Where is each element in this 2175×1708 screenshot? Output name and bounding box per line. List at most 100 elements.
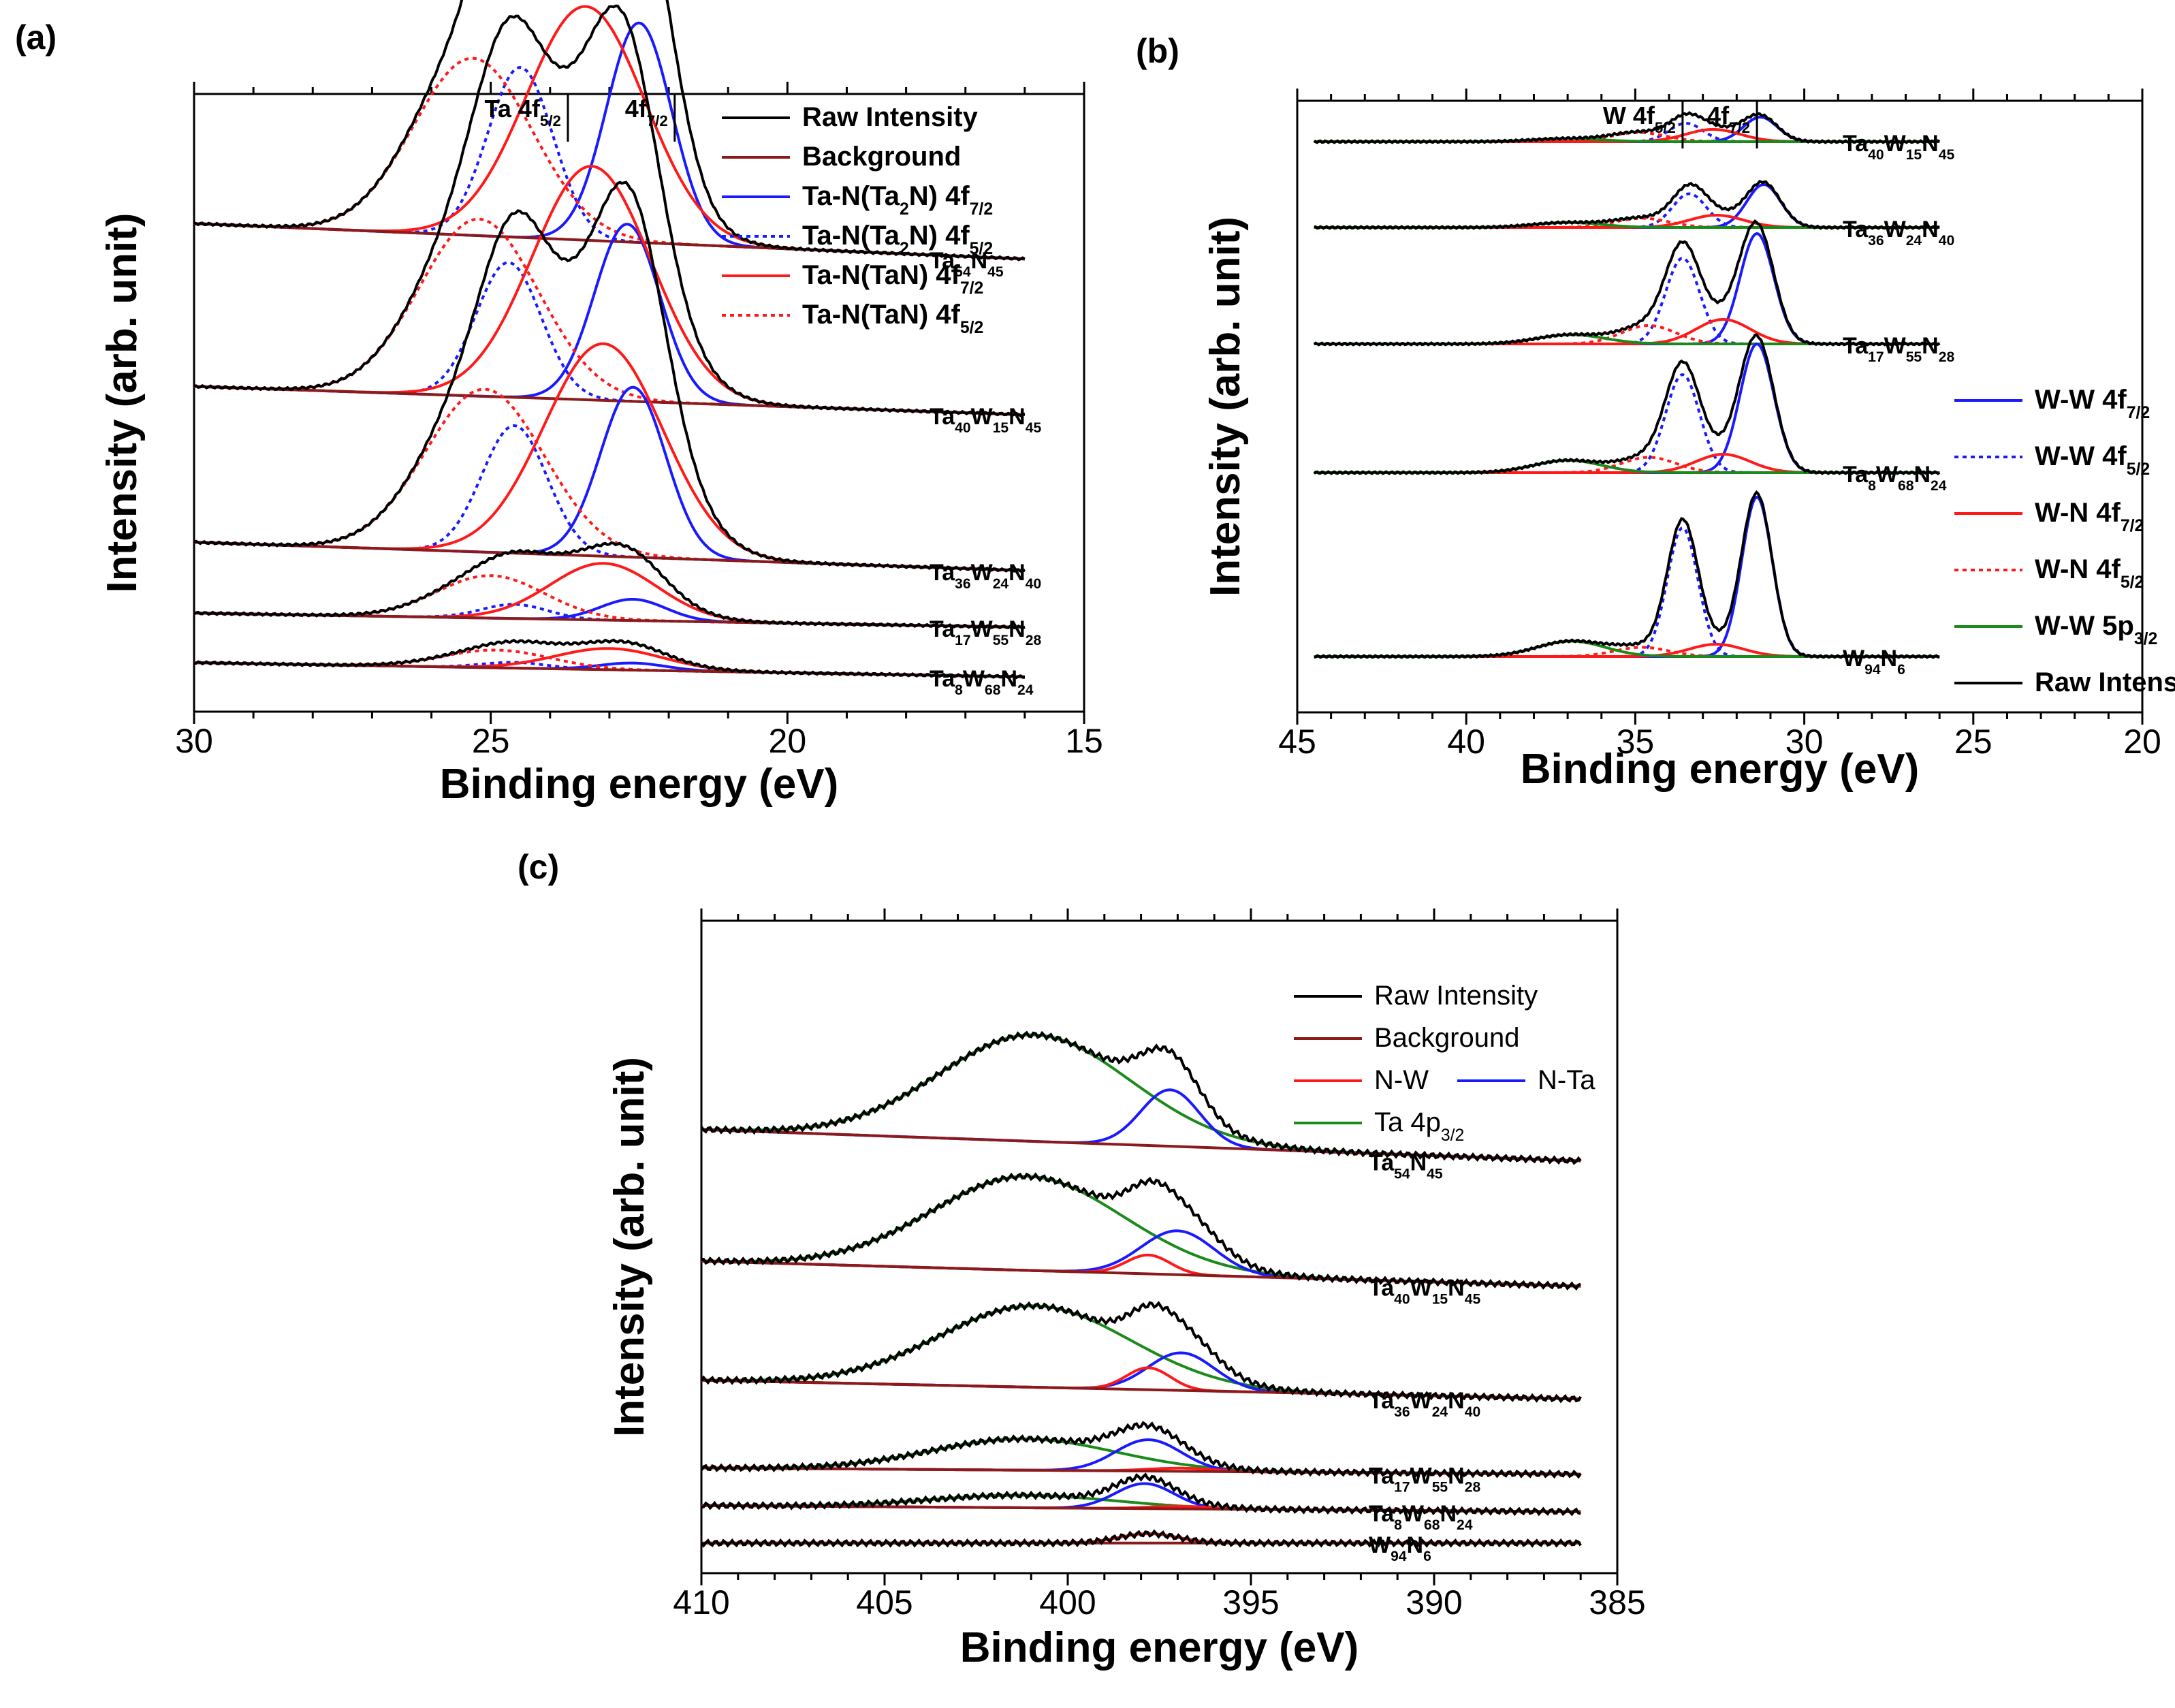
legend-label-part: N) 4f — [909, 221, 970, 251]
x-tick-label: 385 — [1589, 1583, 1645, 1622]
x-tick-label: 405 — [856, 1583, 912, 1622]
legend-label: Raw Intensity — [1374, 981, 1538, 1011]
sample-label-part: 40 — [1939, 233, 1954, 249]
sample-label-part: N — [1448, 1464, 1465, 1489]
sample-label-part: N — [1448, 1276, 1465, 1301]
legend-label: W-N 4f5/2 — [2035, 554, 2144, 592]
component-peak — [1314, 257, 1940, 345]
peak-label-part: Ta 4f — [485, 95, 541, 123]
peak-label: Ta 4f5/2 — [485, 95, 561, 129]
component-peak — [193, 342, 1025, 572]
sample-label-part: 45 — [987, 264, 1004, 280]
plot-frame — [193, 93, 1085, 713]
peak-label-part: 7/2 — [1729, 119, 1750, 136]
x-tick-label: 395 — [1222, 1583, 1279, 1622]
plot-frame — [1296, 99, 2144, 714]
panel-label-a: (a) — [15, 18, 57, 57]
sample-label-part: Ta — [930, 666, 955, 692]
sample-label-part: 68 — [1424, 1517, 1440, 1532]
sample-label-part: 94 — [1391, 1548, 1407, 1564]
sample-label-part: 17 — [955, 633, 970, 648]
sample-label-part: N — [1922, 333, 1939, 359]
sample-label-part: Ta — [1843, 217, 1869, 242]
raw-intensity-line — [1314, 180, 1940, 230]
legend-label-part: 2 — [900, 200, 909, 219]
legend-label: Ta-N(TaN) 4f7/2 — [802, 260, 983, 298]
sample-label-part: N — [1000, 666, 1017, 692]
legend-label-part: Ta-N(Ta — [802, 181, 900, 211]
sample-label-part: Ta — [1369, 1276, 1395, 1301]
raw-intensity-line — [193, 0, 1026, 262]
series-Ta8W68N24: Ta8W68N24 — [1313, 333, 1947, 494]
component-peak — [1314, 495, 1940, 658]
series-Ta36W24N40: Ta36W24N40 — [700, 1301, 1582, 1420]
legend-label: Ta-N(Ta2N) 4f5/2 — [802, 221, 993, 258]
x-tick-label: 15 — [1065, 722, 1103, 760]
sample-label-part: W — [1884, 217, 1907, 242]
sample-label-part: 24 — [993, 575, 1009, 591]
component-peak — [193, 388, 1025, 572]
legend-label-part: Raw Intensity — [802, 102, 979, 132]
legend-label-part: 3/2 — [1441, 1126, 1464, 1145]
sample-label-part: W — [1402, 1501, 1425, 1527]
sample-label: Ta8W68N24 — [1369, 1501, 1473, 1533]
component-peak — [193, 5, 1025, 261]
component-peak — [1314, 342, 1940, 474]
sample-label-part: 45 — [1427, 1166, 1443, 1182]
sample-label-part: N — [1410, 1150, 1427, 1176]
series-Ta17W55N28: Ta17W55N28 — [700, 1421, 1582, 1495]
sample-label-part: W — [963, 666, 985, 692]
sample-label-part: 54 — [1394, 1166, 1410, 1182]
component-peak — [193, 598, 1025, 629]
sample-label-part: 40 — [1026, 575, 1041, 591]
sample-label-part: Ta — [1843, 333, 1869, 359]
sample-label-part: Ta — [1843, 462, 1869, 488]
sample-label-part: N — [1009, 560, 1026, 586]
legend-label-part: 5/2 — [970, 240, 993, 258]
sample-label-part: 40 — [1394, 1291, 1410, 1307]
sample-label-part: 68 — [985, 682, 1001, 697]
component-peak — [701, 1304, 1581, 1401]
sample-label-part: 28 — [1465, 1479, 1481, 1495]
sample-label-part: 36 — [955, 575, 970, 591]
panel-c: (c) 410 405 400 395 390 385 Binding energy (eV)… — [518, 848, 1646, 1671]
legend-label: Ta-N(Ta2N) 4f7/2 — [802, 181, 993, 219]
legend-b: W-W 4f7/2W-W 4f5/2W-N 4f7/2W-N 4f5/2W-W … — [1954, 385, 2175, 697]
sample-label-part: 68 — [1898, 478, 1914, 494]
sample-label-part: 55 — [993, 633, 1009, 648]
sample-label-part: Ta — [930, 248, 955, 274]
sample-label-part: N — [1881, 646, 1898, 671]
peak-label-part: 5/2 — [1655, 119, 1676, 136]
sample-label-part: 15 — [993, 420, 1009, 436]
x-tick-label: 20 — [2123, 723, 2161, 761]
legend-label-part: W-N 4f — [2035, 554, 2121, 584]
sample-label-part: 36 — [1394, 1404, 1410, 1420]
raw-intensity-line — [701, 1472, 1581, 1517]
sample-label-part: 28 — [1939, 349, 1955, 365]
legend-label: N-W — [1374, 1065, 1429, 1095]
sample-label: Ta40W15N45 — [1369, 1276, 1480, 1308]
sample-label-part: N — [971, 248, 988, 274]
sample-label-part: 54 — [955, 264, 971, 280]
series-Ta40W15N45: Ta40W15N45 — [701, 1172, 1582, 1308]
raw-intensity-line — [1313, 111, 1941, 144]
series-Ta54N45: Ta54N45 — [700, 1030, 1582, 1182]
x-tick-label: 25 — [1954, 723, 1993, 761]
peak-label-part: 4f — [1707, 101, 1730, 129]
x-tick-label: 35 — [1617, 723, 1655, 761]
sample-label-part: 45 — [1465, 1291, 1481, 1307]
sample-label-part: Ta — [930, 404, 955, 430]
sample-label: W94N6 — [1369, 1532, 1431, 1564]
legend-label-part: 3/2 — [2134, 630, 2157, 648]
raw-intensity-line — [700, 1030, 1582, 1165]
sample-label-part: 6 — [1423, 1548, 1431, 1564]
raw-intensity-line — [193, 541, 1026, 630]
series-Ta36W24N40: Ta36W24N40 — [1314, 180, 1954, 249]
sample-label: Ta40W15N45 — [1843, 131, 1954, 163]
legend-label: Background — [1374, 1023, 1519, 1053]
legend-label-part: Background — [802, 142, 961, 172]
raw-intensity-line — [701, 1172, 1582, 1291]
peak-label-part: 5/2 — [540, 112, 561, 129]
